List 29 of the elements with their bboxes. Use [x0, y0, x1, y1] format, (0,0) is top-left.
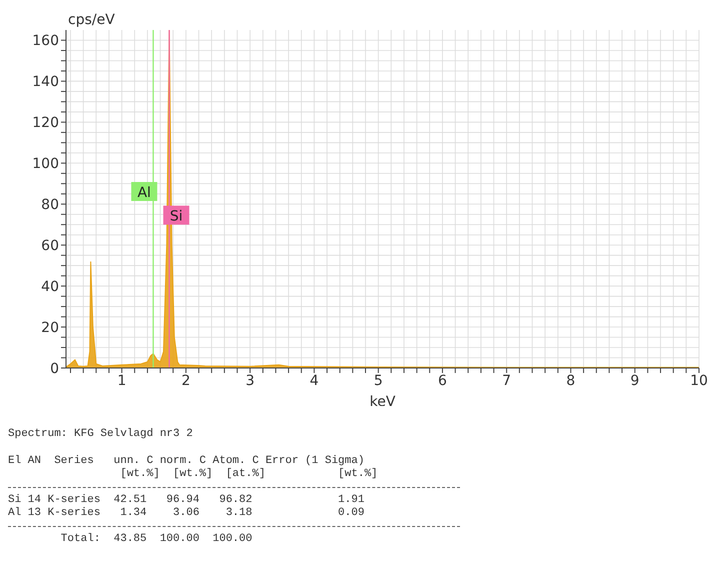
y-tick-label: 140 — [32, 74, 59, 90]
x-axis-title: keV — [370, 394, 396, 410]
x-tick-label: 1 — [117, 372, 126, 389]
text: Total: 43.85 100.00 100.00 — [60, 533, 254, 546]
x-tick-label: 8 — [566, 372, 576, 389]
ref-line-label: Al — [137, 185, 151, 201]
x-tick-label: 5 — [374, 372, 383, 389]
text: Spectrum: KFG Selvlagd nr3 2 — [8, 428, 194, 441]
y-tick-label: 0 — [50, 360, 59, 377]
x-tick-label: 7 — [502, 372, 512, 389]
y-tick-label: 80 — [41, 197, 59, 214]
ref-line-label: Si — [170, 208, 183, 225]
x-tick-label: 2 — [181, 372, 190, 389]
x-tick-label: 6 — [438, 372, 448, 389]
text: [wt.%] [wt.%] [at.%] [wt.%] — [119, 468, 379, 481]
text: Si 14 K-series 42.51 96.94 96.82 1.91 — [8, 494, 366, 507]
y-tick-label: 160 — [32, 33, 59, 50]
y-axis-title: cps/eV — [68, 12, 116, 28]
x-tick-label: 10 — [690, 372, 708, 389]
y-tick-label: 20 — [41, 320, 59, 336]
y-tick-label: 40 — [41, 279, 59, 296]
text: Al 13 K-series 1.34 3.06 3.18 0.09 — [8, 507, 366, 520]
x-tick-label: 9 — [630, 372, 640, 389]
x-tick-label: 3 — [246, 372, 255, 389]
y-tick-label: 60 — [41, 238, 59, 254]
y-tick-label: 120 — [32, 115, 59, 132]
y-tick-label: 100 — [32, 156, 59, 172]
x-tick-label: 4 — [310, 372, 319, 389]
text: El AN Series unn. C norm. C Atom. C Error (1 Sigma) — [8, 455, 366, 468]
